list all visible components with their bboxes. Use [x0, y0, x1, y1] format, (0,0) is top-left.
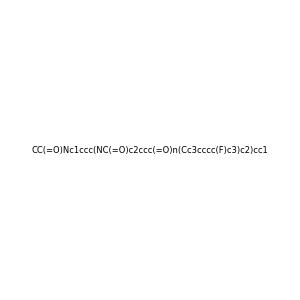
- Text: CC(=O)Nc1ccc(NC(=O)c2ccc(=O)n(Cc3cccc(F)c3)c2)cc1: CC(=O)Nc1ccc(NC(=O)c2ccc(=O)n(Cc3cccc(F)…: [32, 146, 268, 154]
